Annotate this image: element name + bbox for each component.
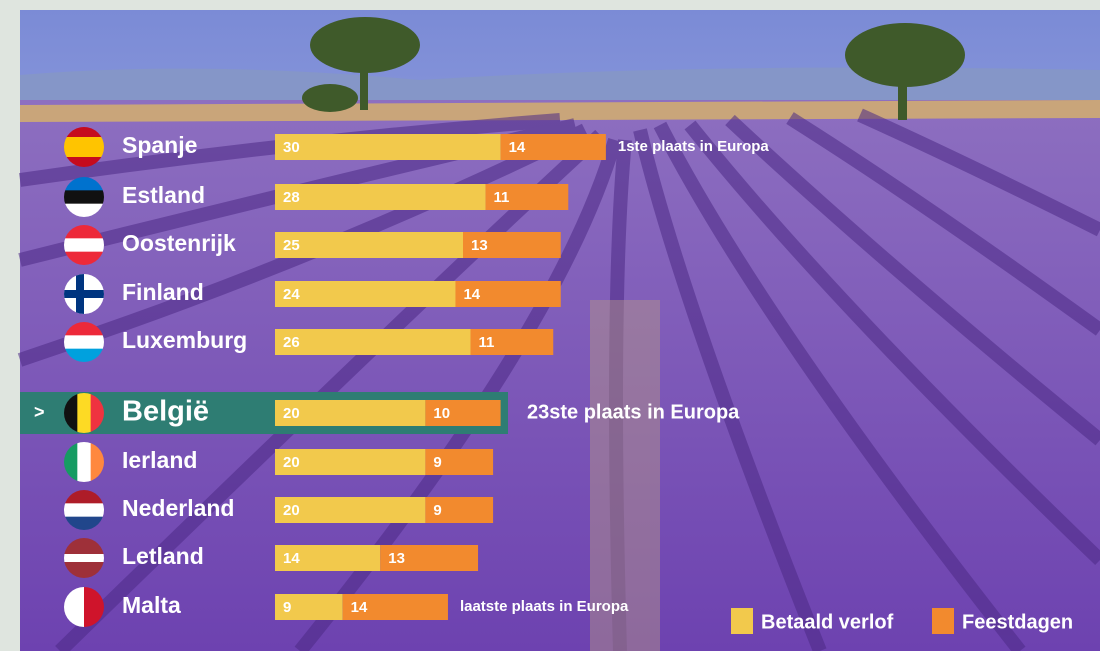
value-label: 9 (433, 502, 441, 519)
value-label: 13 (471, 237, 488, 254)
value-label: 14 (509, 139, 526, 156)
flag-part (64, 137, 104, 158)
category-label: Spanje (122, 132, 197, 158)
value-label: 26 (283, 334, 300, 351)
flag (64, 274, 104, 314)
category-label: Luxemburg (122, 327, 247, 353)
legend-swatch (731, 608, 753, 634)
value-label: 14 (463, 286, 480, 303)
legend-label: Feestdagen (962, 611, 1073, 633)
value-label: 11 (479, 334, 495, 351)
bar-segment (275, 184, 486, 210)
category-label: Ierland (122, 447, 197, 473)
value-label: 24 (283, 286, 300, 303)
flag-part (77, 393, 91, 433)
value-label: 9 (283, 599, 291, 616)
flag-part (77, 442, 91, 482)
value-label: 11 (494, 189, 510, 206)
value-label: 9 (433, 454, 441, 471)
value-label: 14 (283, 550, 300, 567)
value-label: 30 (283, 139, 300, 156)
bar-segment (275, 134, 501, 160)
value-label: 20 (283, 502, 300, 519)
value-label: 13 (388, 550, 405, 567)
value-label: 14 (351, 599, 368, 616)
flag-part (64, 554, 104, 563)
bar-segment (275, 232, 463, 258)
highlight-marker: > (34, 402, 45, 422)
legend-label: Betaald verlof (761, 611, 894, 633)
bar-segment (275, 329, 471, 355)
flag-part (64, 238, 104, 252)
annotation: 1ste plaats in Europa (618, 138, 770, 155)
legend-swatch (932, 608, 954, 634)
category-label: Finland (122, 279, 204, 305)
category-label: Nederland (122, 495, 234, 521)
value-label: 20 (283, 454, 300, 471)
chart: Spanje 30 14 1ste plaats in Europa Estland 28… (0, 0, 1100, 651)
flag-part (64, 503, 104, 517)
category-label: Oostenrijk (122, 230, 236, 256)
category-label: België (122, 396, 209, 428)
value-label: 20 (283, 405, 300, 422)
category-label: Letland (122, 543, 204, 569)
flag-part (76, 274, 84, 314)
value-label: 28 (283, 189, 300, 206)
category-label: Malta (122, 592, 181, 618)
bar-segment (275, 281, 455, 307)
annotation: laatste plaats in Europa (460, 598, 629, 615)
annotation: 23ste plaats in Europa (527, 401, 740, 423)
category-label: Estland (122, 182, 205, 208)
page: {"chart_data": {"type": "stacked-bar", "… (0, 0, 1100, 651)
value-label: 25 (283, 237, 300, 254)
flag-part (64, 335, 104, 349)
flag-part (64, 190, 104, 204)
value-label: 10 (433, 405, 450, 422)
flag-body (64, 274, 104, 314)
